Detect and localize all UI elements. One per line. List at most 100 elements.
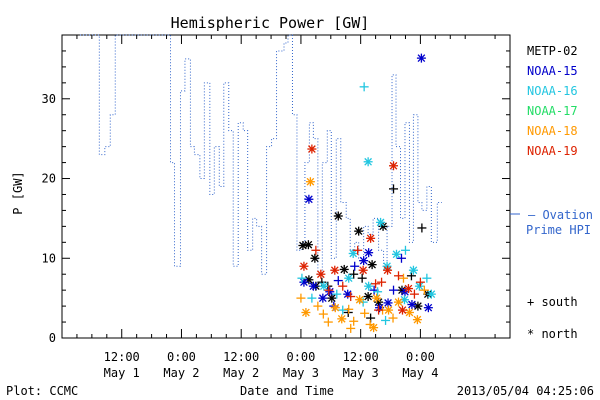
point-noaa-19-16	[397, 305, 407, 315]
point-metp-02-11	[354, 226, 364, 236]
point-noaa-16-4	[319, 281, 329, 291]
point-noaa-16-0	[359, 82, 369, 92]
point-metp-02-5	[317, 277, 327, 287]
point-noaa-16-3	[307, 293, 317, 303]
point-metp-02-2	[310, 253, 320, 263]
point-noaa-19-3	[316, 269, 326, 279]
point-noaa-19-9	[358, 265, 368, 275]
point-noaa-19-0	[299, 261, 309, 271]
point-noaa-19-2	[311, 245, 321, 255]
point-noaa-16-20	[381, 315, 391, 325]
y-axis-label: P [GW]	[11, 171, 25, 214]
point-noaa-19-10	[366, 233, 376, 243]
x-tick-day-1: May 2	[163, 366, 199, 380]
point-noaa-18-7	[337, 314, 347, 324]
footer-credit: Plot: CCMC	[6, 384, 78, 398]
point-noaa-15-3	[318, 293, 328, 303]
ovation-series	[79, 34, 520, 275]
point-noaa-15-1	[304, 194, 314, 204]
point-noaa-16-1	[363, 157, 373, 167]
point-metp-02-13	[363, 292, 373, 302]
point-noaa-15-5	[333, 276, 343, 286]
point-noaa-16-21	[400, 245, 410, 255]
x-tick-time-5: 0:00	[406, 350, 435, 364]
point-noaa-16-9	[364, 281, 374, 291]
x-tick-time-2: 12:00	[223, 350, 259, 364]
point-noaa-18-1	[301, 307, 311, 317]
legend-noaa-19: NOAA-19	[527, 144, 578, 158]
point-noaa-19-20	[374, 305, 384, 315]
x-tick-day-3: May 3	[283, 366, 319, 380]
point-noaa-16-13	[392, 249, 402, 259]
point-noaa-19-5	[330, 265, 340, 275]
point-noaa-18-6	[330, 303, 340, 313]
point-noaa-16-17	[422, 273, 432, 283]
point-noaa-18-15	[384, 305, 394, 315]
point-metp-02-21	[417, 223, 427, 233]
point-noaa-18-2	[305, 177, 315, 187]
point-noaa-16-16	[414, 281, 424, 291]
point-noaa-19-8	[353, 245, 363, 255]
y-tick-label-30: 30	[42, 92, 56, 106]
ovation-step-line	[79, 34, 442, 275]
point-noaa-15-4	[325, 287, 335, 297]
x-axis-label: Date and Time	[240, 384, 334, 398]
x-tick-time-4: 12:00	[343, 350, 379, 364]
point-noaa-18-22	[346, 323, 356, 333]
point-noaa-18-9	[349, 316, 359, 326]
point-noaa-19-15	[393, 271, 403, 281]
point-noaa-15-2	[308, 281, 318, 291]
point-noaa-15-9	[364, 248, 374, 258]
point-noaa-15-16	[407, 300, 417, 310]
point-noaa-18-16	[388, 313, 398, 323]
point-noaa-15-18	[423, 303, 433, 313]
point-noaa-19-17	[403, 284, 413, 294]
point-noaa-18-4	[318, 309, 328, 319]
point-noaa-18-5	[323, 317, 333, 327]
point-noaa-18-11	[360, 308, 370, 318]
legend-noaa-16: NOAA-16	[527, 84, 578, 98]
legend: METP-02 NOAA-15 NOAA-16 NOAA-17 NOAA-18 NOAA-…	[527, 44, 578, 158]
point-noaa-18-3	[313, 301, 323, 311]
point-noaa-18-10	[355, 295, 365, 305]
point-noaa-18-8	[344, 304, 354, 314]
point-metp-02-12	[357, 273, 367, 283]
point-noaa-16-6	[344, 273, 354, 283]
ovation-legend-line2: Prime HPI	[526, 223, 591, 237]
point-noaa-19-13	[383, 265, 393, 275]
point-noaa-16-10	[373, 287, 383, 297]
x-tick-day-0: May 1	[104, 366, 140, 380]
point-noaa-19-12	[377, 277, 387, 287]
marker-legend-south: + south	[527, 295, 578, 309]
point-noaa-16-19	[338, 305, 348, 315]
point-noaa-16-2	[297, 273, 307, 283]
point-noaa-19-11	[371, 279, 381, 289]
point-noaa-19-4	[324, 285, 334, 295]
y-tick-label-0: 0	[49, 331, 56, 345]
x-tick-time-0: 12:00	[104, 350, 140, 364]
point-noaa-16-15	[408, 265, 418, 275]
point-noaa-15-7	[350, 261, 360, 271]
point-metp-02-17	[389, 184, 399, 194]
point-noaa-19-6	[338, 281, 348, 291]
footer-timestamp: 2013/05/04 04:25:06	[457, 384, 594, 398]
x-tick-time-1: 0:00	[167, 350, 196, 364]
marker-legend: + south * north	[527, 295, 578, 341]
point-noaa-18-19	[404, 307, 414, 317]
legend-noaa-17: NOAA-17	[527, 104, 578, 118]
point-noaa-19-7	[346, 292, 356, 302]
point-noaa-16-5	[332, 289, 342, 299]
point-noaa-18-21	[419, 285, 429, 295]
point-metp-02-9	[339, 264, 349, 274]
point-noaa-18-18	[398, 273, 408, 283]
point-noaa-18-23	[369, 323, 379, 333]
point-noaa-15-8	[359, 256, 369, 266]
point-noaa-18-17	[393, 297, 403, 307]
point-metp-02-7	[327, 293, 337, 303]
point-noaa-16-11	[376, 217, 386, 227]
point-metp-02-1	[303, 240, 313, 250]
satellite-points	[296, 53, 436, 333]
x-tick-day-5: May 4	[402, 366, 438, 380]
point-noaa-15-14	[396, 253, 406, 263]
